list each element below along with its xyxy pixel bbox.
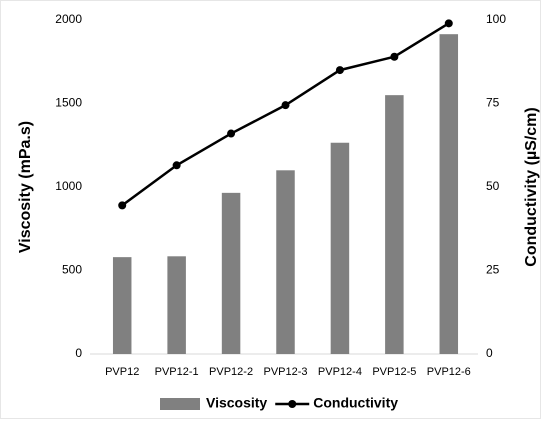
bar [112, 257, 132, 354]
x-tick-label: PVP12-2 [209, 366, 253, 378]
bar [330, 142, 350, 354]
y-tick-label: 2000 [55, 12, 82, 26]
bar [167, 256, 186, 354]
x-tick-label: PVP12 [105, 366, 139, 378]
bar [276, 170, 295, 354]
y2-tick-label: 0 [486, 346, 493, 360]
x-tick-label: PVP12-6 [427, 366, 471, 378]
y2-tick-label: 75 [486, 96, 500, 110]
y2-tick-label: 100 [486, 12, 506, 26]
y-tick-label: 500 [62, 263, 82, 277]
line-marker [227, 129, 236, 138]
line-marker [172, 161, 181, 170]
legend-label: Viscosity [206, 395, 267, 411]
x-tick-label: PVP12-1 [155, 366, 199, 378]
x-tick-label: PVP12-5 [372, 366, 416, 378]
line-marker [281, 101, 290, 110]
x-tick-label: PVP12-4 [318, 366, 362, 378]
y-tick-label: 1000 [55, 179, 82, 193]
bar [439, 34, 459, 354]
y2-axis-title: Conductivity (µS/cm) [523, 107, 540, 266]
y2-tick-label: 25 [486, 263, 500, 277]
y-axis-title: Viscosity (mPa.s) [17, 121, 34, 253]
line-marker [444, 19, 453, 28]
line-marker [118, 201, 127, 210]
bar [385, 95, 404, 355]
legend-swatch [160, 398, 200, 410]
legend-label: Conductivity [313, 395, 398, 411]
y-tick-label: 0 [75, 346, 82, 360]
line-marker [390, 52, 399, 61]
line-marker [335, 66, 344, 75]
bar [221, 192, 241, 354]
y-tick-label: 1500 [55, 96, 82, 110]
y2-tick-label: 50 [486, 179, 500, 193]
legend-marker [288, 400, 297, 408]
frame [0, 0, 541, 419]
x-tick-label: PVP12-3 [263, 366, 307, 378]
